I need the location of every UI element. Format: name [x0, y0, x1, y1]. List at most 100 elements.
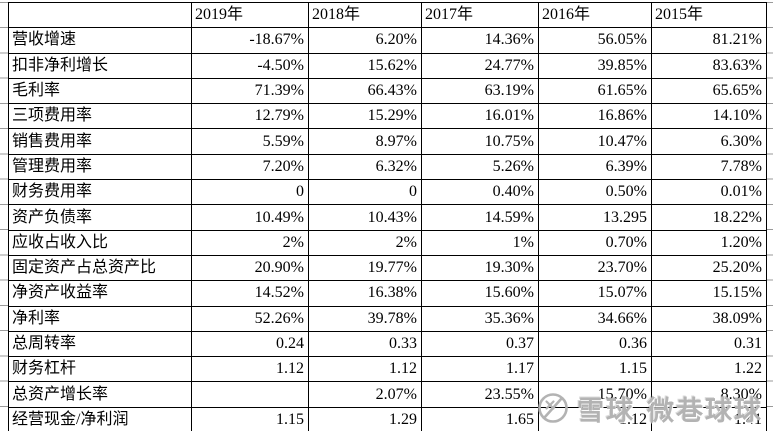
- metric-value-cell[interactable]: 15.15%: [651, 280, 767, 307]
- metric-value-cell[interactable]: 2.07%: [308, 381, 422, 408]
- metric-label-cell[interactable]: 总资产增长率: [8, 381, 192, 408]
- metric-label-cell[interactable]: 扣非净利增长: [8, 52, 192, 79]
- metric-value-cell[interactable]: 1%: [421, 229, 539, 256]
- metric-value-cell[interactable]: 5.59%: [191, 128, 309, 155]
- metric-value-cell[interactable]: 0.37: [421, 330, 539, 358]
- metric-value-cell[interactable]: 15.29%: [308, 103, 422, 130]
- metric-label-cell[interactable]: 毛利率: [8, 77, 192, 105]
- metric-value-cell[interactable]: 0.24: [191, 330, 309, 358]
- metric-value-cell[interactable]: 0.31: [651, 330, 767, 358]
- metric-value-cell[interactable]: 56.05%: [538, 27, 652, 54]
- metric-label-cell[interactable]: 三项费用率: [8, 103, 192, 130]
- metric-value-cell[interactable]: 83.63%: [651, 52, 767, 79]
- metric-value-cell[interactable]: 5.26%: [421, 153, 539, 181]
- metric-value-cell[interactable]: 2%: [191, 229, 309, 256]
- metric-value-cell[interactable]: 1.12: [308, 356, 422, 383]
- metric-label-cell[interactable]: 经营现金/净利润: [8, 406, 192, 431]
- metric-value-cell[interactable]: 6.30%: [651, 128, 767, 155]
- metric-value-cell[interactable]: 52.26%: [191, 305, 309, 332]
- metric-value-cell[interactable]: 1.15: [538, 356, 652, 383]
- metric-value-cell[interactable]: 66.43%: [308, 77, 422, 105]
- metric-label-cell[interactable]: 财务费用率: [8, 179, 192, 206]
- header-cell-year-2018[interactable]: 2018年: [308, 1, 422, 29]
- metric-value-cell[interactable]: 1.17: [421, 356, 539, 383]
- metric-value-cell[interactable]: 0.36: [538, 330, 652, 358]
- metric-value-cell[interactable]: 15.70%: [538, 381, 652, 408]
- metric-value-cell[interactable]: 19.30%: [421, 254, 539, 282]
- metric-value-cell[interactable]: 16.38%: [308, 280, 422, 307]
- metric-value-cell[interactable]: 81.21%: [651, 27, 767, 54]
- header-cell-year-2015[interactable]: 2015年: [651, 1, 767, 29]
- metric-label-cell[interactable]: 管理费用率: [8, 153, 192, 181]
- metric-value-cell[interactable]: 1.12: [538, 406, 652, 431]
- metric-value-cell[interactable]: 19.77%: [308, 254, 422, 282]
- metric-value-cell[interactable]: 7.20%: [191, 153, 309, 181]
- metric-value-cell[interactable]: 34.66%: [538, 305, 652, 332]
- metric-value-cell[interactable]: [191, 381, 309, 408]
- metric-value-cell[interactable]: 0: [191, 179, 309, 206]
- metric-value-cell[interactable]: 1.65: [421, 406, 539, 431]
- metric-value-cell[interactable]: 6.32%: [308, 153, 422, 181]
- metric-value-cell[interactable]: 14.52%: [191, 280, 309, 307]
- metric-value-cell[interactable]: 10.75%: [421, 128, 539, 155]
- metric-value-cell[interactable]: -4.50%: [191, 52, 309, 79]
- metric-label-cell[interactable]: 应收占收入比: [8, 229, 192, 256]
- metric-value-cell[interactable]: 10.49%: [191, 204, 309, 231]
- metric-value-cell[interactable]: 13.295: [538, 204, 652, 231]
- metric-value-cell[interactable]: 7.78%: [651, 153, 767, 181]
- metric-value-cell[interactable]: 0.40%: [421, 179, 539, 206]
- metric-value-cell[interactable]: 8.30%: [651, 381, 767, 408]
- metric-value-cell[interactable]: 10.43%: [308, 204, 422, 231]
- metric-label-cell[interactable]: 总周转率: [8, 330, 192, 358]
- metric-value-cell[interactable]: 14.59%: [421, 204, 539, 231]
- metric-label-cell[interactable]: 财务杠杆: [8, 356, 192, 383]
- metric-value-cell[interactable]: 14.10%: [651, 103, 767, 130]
- metric-value-cell[interactable]: 1.15: [191, 406, 309, 431]
- metric-value-cell[interactable]: 20.90%: [191, 254, 309, 282]
- metric-value-cell[interactable]: 0.50%: [538, 179, 652, 206]
- metric-value-cell[interactable]: 14.36%: [421, 27, 539, 54]
- header-cell-year-2019[interactable]: 2019年: [191, 1, 309, 29]
- metric-value-cell[interactable]: 38.09%: [651, 305, 767, 332]
- metric-value-cell[interactable]: 15.60%: [421, 280, 539, 307]
- metric-value-cell[interactable]: 16.01%: [421, 103, 539, 130]
- metric-label-cell[interactable]: 净利率: [8, 305, 192, 332]
- header-cell-year-2016[interactable]: 2016年: [538, 1, 652, 29]
- metric-value-cell[interactable]: 2%: [308, 229, 422, 256]
- header-cell-year-2017[interactable]: 2017年: [421, 1, 539, 29]
- metric-value-cell[interactable]: -18.67%: [191, 27, 309, 54]
- metric-value-cell[interactable]: 23.70%: [538, 254, 652, 282]
- metric-value-cell[interactable]: 25.20%: [651, 254, 767, 282]
- metric-value-cell[interactable]: 0.33: [308, 330, 422, 358]
- metric-value-cell[interactable]: 24.77%: [421, 52, 539, 79]
- metric-value-cell[interactable]: 23.55%: [421, 381, 539, 408]
- metric-value-cell[interactable]: 71.39%: [191, 77, 309, 105]
- metric-value-cell[interactable]: 39.85%: [538, 52, 652, 79]
- metric-value-cell[interactable]: 6.20%: [308, 27, 422, 54]
- metric-value-cell[interactable]: 15.07%: [538, 280, 652, 307]
- metric-value-cell[interactable]: 35.36%: [421, 305, 539, 332]
- metric-value-cell[interactable]: 1.20%: [651, 229, 767, 256]
- metric-value-cell[interactable]: 18.22%: [651, 204, 767, 231]
- metric-value-cell[interactable]: 61.65%: [538, 77, 652, 105]
- metric-label-cell[interactable]: 资产负债率: [8, 204, 192, 231]
- metric-value-cell[interactable]: 10.47%: [538, 128, 652, 155]
- metric-value-cell[interactable]: 0.70%: [538, 229, 652, 256]
- metric-value-cell[interactable]: 16.86%: [538, 103, 652, 130]
- metric-value-cell[interactable]: 0: [308, 179, 422, 206]
- metric-value-cell[interactable]: 1.22: [651, 356, 767, 383]
- header-cell-blank[interactable]: [8, 1, 192, 29]
- metric-value-cell[interactable]: 63.19%: [421, 77, 539, 105]
- metric-value-cell[interactable]: 6.39%: [538, 153, 652, 181]
- metric-label-cell[interactable]: 营收增速: [8, 27, 192, 54]
- metric-value-cell[interactable]: 39.78%: [308, 305, 422, 332]
- metric-value-cell[interactable]: 15.62%: [308, 52, 422, 79]
- metric-label-cell[interactable]: 固定资产占总资产比: [8, 254, 192, 282]
- metric-label-cell[interactable]: 净资产收益率: [8, 280, 192, 307]
- metric-value-cell[interactable]: 0.01%: [651, 179, 767, 206]
- metric-label-cell[interactable]: 销售费用率: [8, 128, 192, 155]
- metric-value-cell[interactable]: 12.79%: [191, 103, 309, 130]
- metric-value-cell[interactable]: 65.65%: [651, 77, 767, 105]
- metric-value-cell[interactable]: 1.29: [308, 406, 422, 431]
- metric-value-cell[interactable]: 1.41: [651, 406, 767, 431]
